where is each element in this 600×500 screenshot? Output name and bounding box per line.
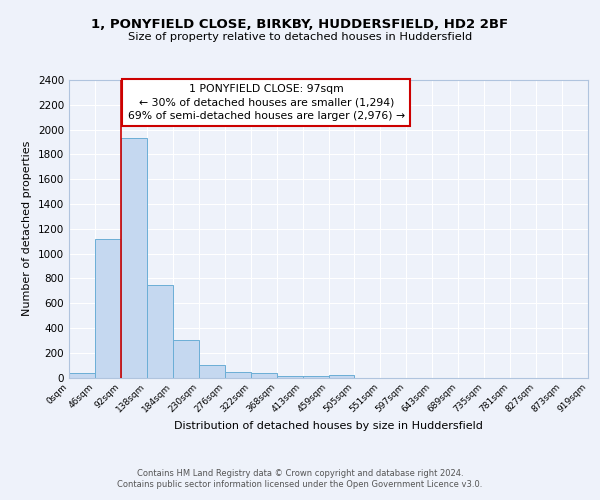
Text: Contains public sector information licensed under the Open Government Licence v3: Contains public sector information licen…	[118, 480, 482, 489]
Bar	[302, 376, 329, 378]
X-axis label: Distribution of detached houses by size in Huddersfield: Distribution of detached houses by size …	[174, 422, 483, 432]
Bar	[277, 376, 302, 378]
Bar	[199, 365, 224, 378]
Text: 1 PONYFIELD CLOSE: 97sqm
← 30% of detached houses are smaller (1,294)
69% of sem: 1 PONYFIELD CLOSE: 97sqm ← 30% of detach…	[128, 84, 405, 121]
Y-axis label: Number of detached properties: Number of detached properties	[22, 141, 32, 316]
Text: 1, PONYFIELD CLOSE, BIRKBY, HUDDERSFIELD, HD2 2BF: 1, PONYFIELD CLOSE, BIRKBY, HUDDERSFIELD…	[91, 18, 509, 30]
Bar	[69, 373, 95, 378]
Bar	[329, 375, 355, 378]
Text: Contains HM Land Registry data © Crown copyright and database right 2024.: Contains HM Land Registry data © Crown c…	[137, 468, 463, 477]
Text: Size of property relative to detached houses in Huddersfield: Size of property relative to detached ho…	[128, 32, 472, 42]
Bar	[173, 340, 199, 378]
Bar	[121, 138, 147, 378]
Bar	[95, 238, 121, 378]
Bar	[251, 373, 277, 378]
Bar	[225, 372, 251, 378]
Bar	[147, 284, 173, 378]
